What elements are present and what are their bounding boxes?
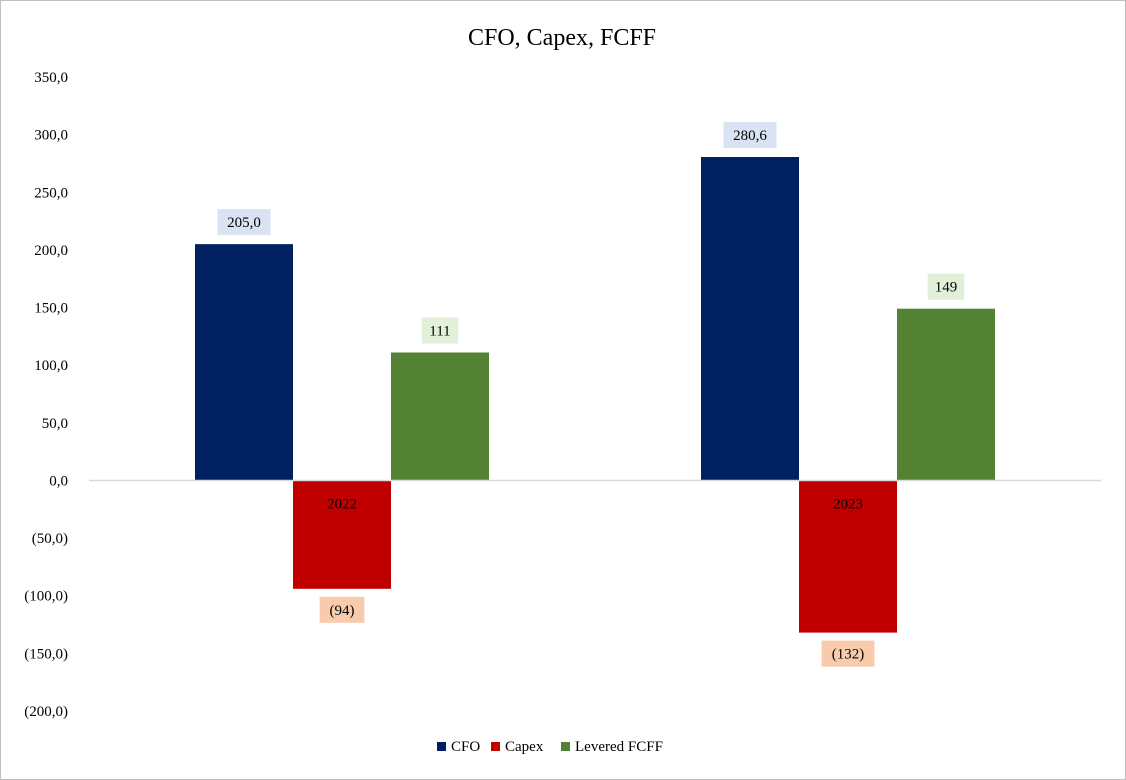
bar-cfo-2022	[195, 244, 293, 481]
legend-label: CFO	[451, 739, 480, 755]
data-label: (94)	[330, 603, 355, 619]
y-tick-label: 350,0	[34, 70, 68, 86]
bar-levered-fcff-2022	[391, 352, 489, 481]
data-label: 205,0	[227, 215, 261, 231]
category-labels: 2022 2023	[327, 496, 863, 512]
data-label: (132)	[832, 647, 865, 663]
y-tick-label: (150,0)	[24, 646, 68, 662]
data-label-box	[217, 209, 271, 236]
data-label-box	[821, 640, 875, 667]
y-tick-label: (100,0)	[24, 589, 68, 605]
y-tick-label: 50,0	[42, 416, 68, 432]
data-label: 149	[935, 280, 958, 296]
y-axis: 350,0 300,0 250,0 200,0 150,0 100,0 50,0 0,0 (50…	[24, 70, 68, 720]
y-tick-label: (50,0)	[32, 531, 68, 547]
y-tick-label: 150,0	[34, 301, 68, 317]
legend-label: Capex	[505, 739, 544, 755]
data-label: 280,6	[733, 128, 767, 144]
y-tick-label: 200,0	[34, 243, 68, 259]
y-tick-label: 100,0	[34, 358, 68, 374]
bar-levered-fcff-2023	[897, 308, 995, 481]
y-tick-label: (200,0)	[24, 704, 68, 720]
bar-capex-2023	[799, 480, 897, 633]
y-tick-label: 250,0	[34, 185, 68, 201]
data-label: 111	[429, 324, 450, 340]
legend-swatch	[561, 742, 570, 751]
y-tick-label: 300,0	[34, 128, 68, 144]
bar-capex-2022	[293, 480, 391, 589]
bar-cfo-2023	[701, 156, 799, 481]
x-category-label: 2022	[327, 496, 357, 512]
data-labels: 205,0 (94) 111 280,6 (132) 149	[217, 121, 965, 667]
legend-label: Levered FCFF	[575, 739, 663, 755]
data-label-box	[723, 121, 777, 148]
x-category-label: 2023	[833, 496, 863, 512]
chart-title: CFO, Capex, FCFF	[468, 25, 656, 51]
y-tick-label: 0,0	[49, 473, 68, 489]
data-label-box	[421, 317, 459, 344]
bar-series-group	[195, 156, 995, 633]
legend: CFO Capex Levered FCFF	[437, 739, 663, 755]
legend-swatch	[491, 742, 500, 751]
data-label-box	[319, 596, 365, 623]
data-label-box	[927, 273, 965, 300]
legend-swatch	[437, 742, 446, 751]
